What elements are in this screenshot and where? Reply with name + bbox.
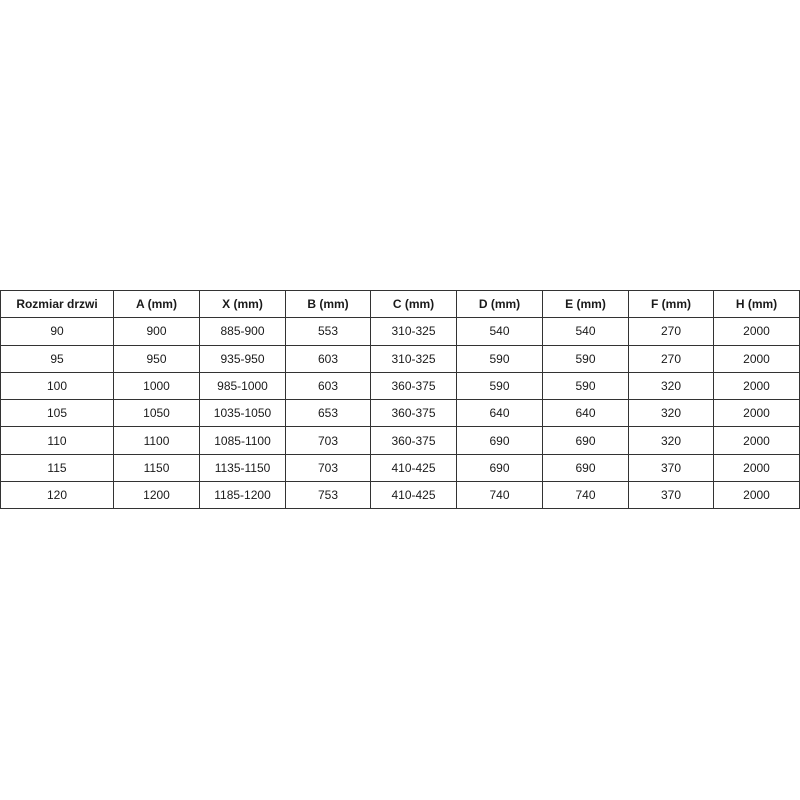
table-cell: 270 [628,344,714,373]
table-cell: 885-900 [199,317,286,346]
table-cell: 985-1000 [199,371,286,401]
column-header: D (mm) [456,289,543,319]
table-row: 120 1200 1185-1200 753 410-425 740 740 370 2000 [0,481,800,510]
table-cell: 653 [285,399,371,428]
column-header: E (mm) [542,289,629,319]
table-cell: 690 [456,426,543,455]
table-cell: 590 [456,371,543,401]
table-cell: 270 [628,317,714,346]
table-cell: 320 [628,399,714,428]
table-cell: 1085-1100 [199,426,286,455]
dimensions-table: Rozmiar drzwi A (mm) X (mm) B (mm) C (mm) D (… [0,289,800,510]
table-cell: 2000 [713,453,800,483]
table-cell: 553 [285,317,371,346]
table-cell: 320 [628,426,714,455]
table-cell: 90 [0,317,114,346]
table-cell: 640 [456,399,543,428]
table-cell: 360-375 [370,399,457,428]
table-cell: 320 [628,371,714,401]
column-header: B (mm) [285,289,371,319]
table-cell: 690 [456,453,543,483]
table-cell: 690 [542,453,629,483]
header-row: Rozmiar drzwi A (mm) X (mm) B (mm) C (mm) D (… [0,289,800,319]
table-cell: 370 [628,481,714,510]
table-cell: 1200 [113,481,200,510]
table-cell: 360-375 [370,371,457,401]
table-cell: 950 [113,344,200,373]
table-cell: 703 [285,453,371,483]
column-header: Rozmiar drzwi [0,289,114,319]
table-cell: 540 [456,317,543,346]
table-cell: 370 [628,453,714,483]
table-row: 110 1100 1085-1100 703 360-375 690 690 320 2000 [0,426,800,455]
table-cell: 590 [542,371,629,401]
column-header: X (mm) [199,289,286,319]
table-cell: 110 [0,426,114,455]
table-cell: 1000 [113,371,200,401]
table-cell: 2000 [713,481,800,510]
table-cell: 540 [542,317,629,346]
table-cell: 1100 [113,426,200,455]
table-cell: 2000 [713,371,800,401]
table-cell: 310-325 [370,317,457,346]
table-cell: 120 [0,481,114,510]
table-cell: 105 [0,399,114,428]
table-cell: 410-425 [370,481,457,510]
table-cell: 310-325 [370,344,457,373]
table-cell: 590 [542,344,629,373]
table-cell: 95 [0,344,114,373]
table-cell: 1050 [113,399,200,428]
column-header: F (mm) [628,289,714,319]
table-row: 115 1150 1135-1150 703 410-425 690 690 370 2000 [0,453,800,483]
table-row: 95 950 935-950 603 310-325 590 590 270 2000 [0,344,800,373]
table-cell: 360-375 [370,426,457,455]
table-row: 90 900 885-900 553 310-325 540 540 270 2000 [0,317,800,346]
table-cell: 1150 [113,453,200,483]
table-cell: 900 [113,317,200,346]
table-cell: 740 [542,481,629,510]
table-cell: 2000 [713,399,800,428]
column-header: C (mm) [370,289,457,319]
table-cell: 603 [285,371,371,401]
column-header: A (mm) [113,289,200,319]
table-cell: 935-950 [199,344,286,373]
table-cell: 590 [456,344,543,373]
column-header: H (mm) [713,289,800,319]
table-cell: 740 [456,481,543,510]
table-cell: 115 [0,453,114,483]
table-cell: 1185-1200 [199,481,286,510]
table-cell: 1135-1150 [199,453,286,483]
table-cell: 640 [542,399,629,428]
table-cell: 2000 [713,426,800,455]
table-cell: 690 [542,426,629,455]
table-row: 105 1050 1035-1050 653 360-375 640 640 320 2000 [0,399,800,428]
table-cell: 603 [285,344,371,373]
table-cell: 2000 [713,344,800,373]
table-cell: 410-425 [370,453,457,483]
table-cell: 1035-1050 [199,399,286,428]
table-cell: 2000 [713,317,800,346]
table-cell: 100 [0,371,114,401]
table-cell: 753 [285,481,371,510]
table-row: 100 1000 985-1000 603 360-375 590 590 320 2000 [0,371,800,401]
table-cell: 703 [285,426,371,455]
